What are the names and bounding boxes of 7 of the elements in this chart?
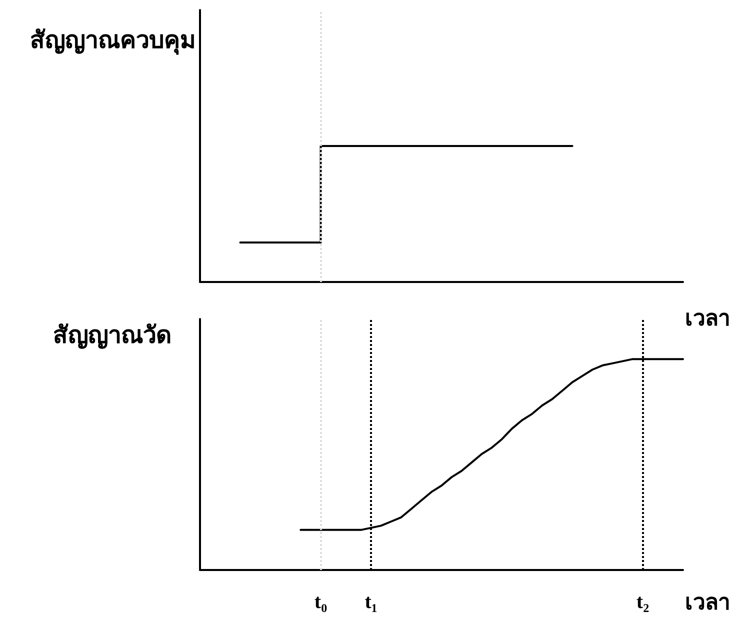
x-tick-label: t₂ [636,591,650,613]
x-axis-title: เวลา [685,306,730,332]
y-axis-title: สัญญาณควบคุม [30,26,196,56]
y-axis-title: สัญญาณวัด [53,321,172,349]
x-tick-label: t₁ [364,591,378,613]
x-tick-label: t₀ [314,591,328,613]
x-axis-title: เวลา [685,590,730,616]
